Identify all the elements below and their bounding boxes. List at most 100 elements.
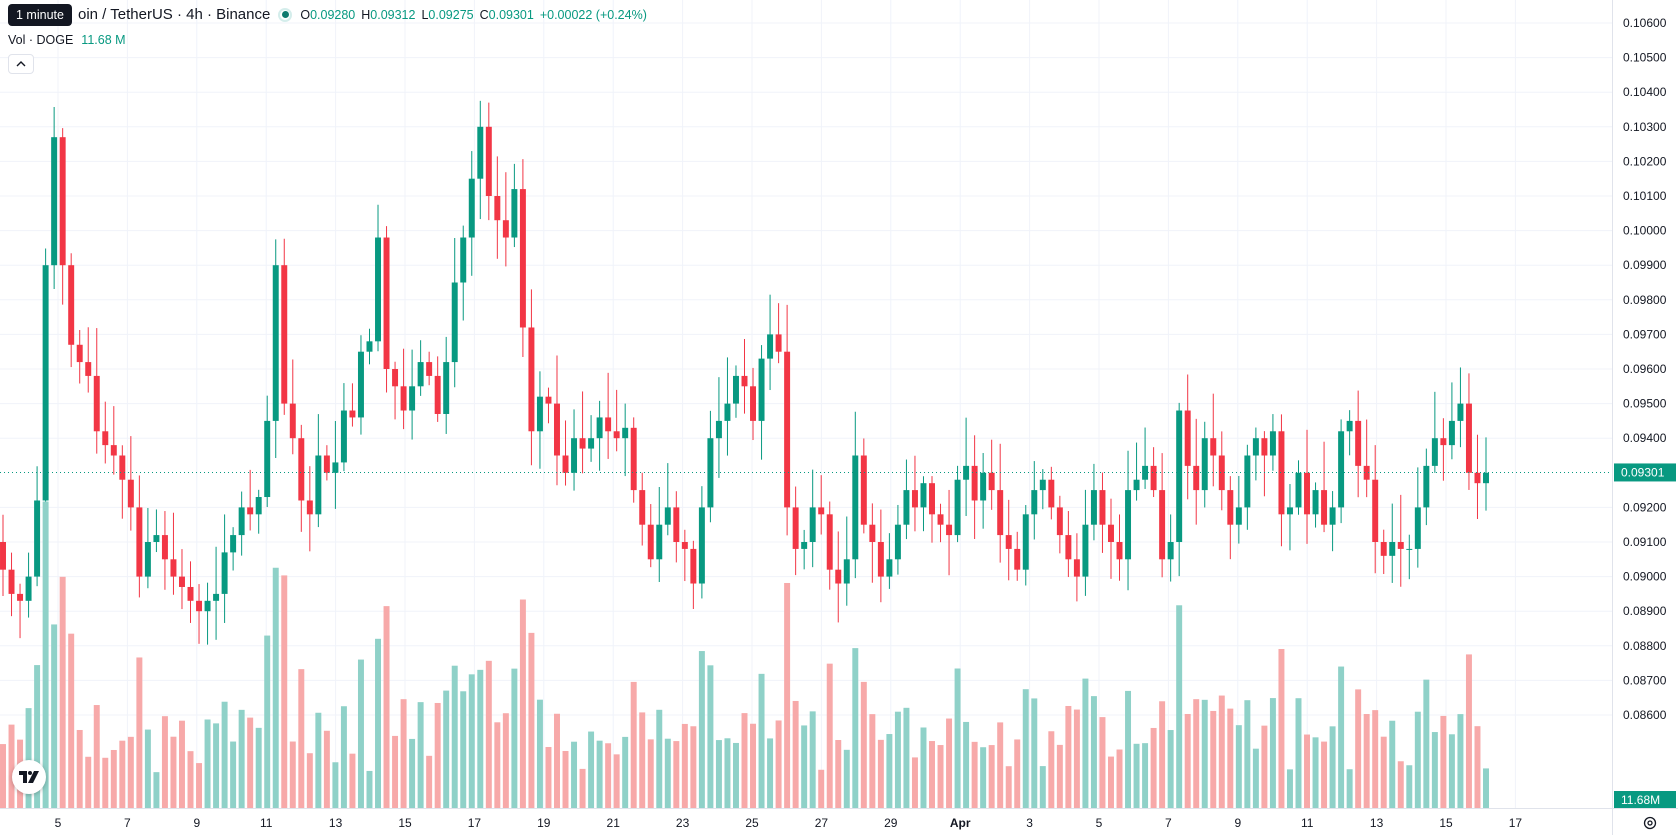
axis-settings[interactable] — [1612, 808, 1678, 835]
volume-bar — [1065, 705, 1072, 808]
candle-body — [1073, 559, 1080, 577]
volume-bar — [929, 741, 935, 808]
volume-bar — [1414, 711, 1421, 808]
candle-body — [102, 431, 109, 446]
time-tick-label: 13 — [1370, 816, 1384, 830]
volume-bar — [1159, 701, 1166, 808]
price-tick-label: 0.10600 — [1623, 16, 1667, 30]
symbol-title[interactable]: oin / TetherUS · 4h · Binance — [78, 6, 271, 23]
volume-bar — [963, 721, 970, 808]
price-tick-label: 0.09600 — [1623, 362, 1667, 376]
volume-bar — [1235, 725, 1242, 808]
candle-body — [392, 369, 399, 387]
volume-bar — [997, 722, 1004, 808]
volume-bar — [1082, 678, 1089, 808]
price-tick-label: 0.08800 — [1623, 639, 1667, 653]
candle-body — [136, 507, 143, 577]
volume-bar — [1227, 708, 1234, 808]
volume-bar — [485, 660, 492, 808]
volume-bar — [1210, 710, 1217, 808]
collapse-legend-button[interactable] — [8, 54, 34, 74]
candle-body — [1090, 490, 1097, 525]
price-tick-label: 0.10300 — [1623, 120, 1667, 134]
time-tick-label: 5 — [55, 816, 62, 830]
candle-body — [571, 438, 578, 473]
volume-bar — [1184, 713, 1191, 808]
volume-bar — [409, 738, 416, 808]
volume-bar — [826, 663, 833, 808]
volume-bar — [1431, 732, 1438, 808]
volume-bar — [1312, 737, 1319, 808]
candle-body — [264, 420, 271, 498]
candle-body — [460, 237, 467, 283]
candle-body — [238, 507, 245, 536]
candle-body — [860, 455, 867, 525]
candle-body — [664, 507, 671, 525]
volume-bar — [1483, 768, 1489, 808]
volume-legend[interactable]: Vol · DOGE 11.68 M — [8, 33, 126, 47]
volume-bar — [221, 701, 228, 808]
price-axis[interactable]: 0.10600 0.10500 0.10400 0.10300 0.10200 0.101… — [1612, 0, 1678, 808]
candle-body — [1312, 490, 1319, 515]
volume-bar — [127, 736, 134, 808]
volume-bar — [1022, 689, 1029, 808]
candle-body — [750, 386, 757, 421]
gear-icon[interactable] — [1642, 815, 1658, 831]
volume-bar — [911, 757, 918, 808]
tradingview-logo-icon[interactable] — [12, 760, 46, 794]
candle-body — [178, 576, 185, 587]
symbol-legend[interactable]: oin / TetherUS · 4h · Binance O0.09280 H… — [8, 6, 647, 23]
volume-bar — [656, 709, 663, 808]
candle-body — [1031, 490, 1038, 515]
volume-bar — [42, 501, 49, 808]
time-tick-label: 13 — [329, 816, 343, 830]
candle-body — [1346, 420, 1353, 432]
candle-body — [1278, 431, 1285, 515]
volume-bar — [59, 576, 66, 808]
price-tick-label: 0.09900 — [1623, 258, 1667, 272]
candle-body — [596, 417, 603, 439]
candle-body — [1372, 479, 1379, 542]
candle-body — [980, 472, 987, 501]
candle-body — [545, 396, 552, 404]
candle-body — [153, 535, 160, 542]
candle-body — [1261, 438, 1268, 456]
volume-bar — [230, 741, 237, 808]
candle-body — [954, 479, 961, 536]
volume-bar — [1295, 698, 1302, 808]
volume-bar — [647, 739, 654, 808]
candle-body — [85, 362, 92, 376]
candle-body — [51, 137, 58, 266]
volume-bar — [732, 742, 739, 808]
volume-bar — [750, 723, 757, 808]
time-tick-label: 5 — [1096, 816, 1103, 830]
candle-body — [869, 524, 876, 542]
candle-body — [528, 327, 535, 432]
volume-bar — [1193, 699, 1200, 808]
volume-bar — [698, 651, 705, 808]
candle-body — [196, 600, 203, 612]
low-value: 0.09275 — [428, 7, 474, 22]
chart-pane[interactable]: 1 minute oin / TetherUS · 4h · Binance O… — [0, 0, 1612, 808]
candlestick-chart[interactable] — [0, 0, 1612, 808]
volume-bar — [204, 719, 211, 808]
candle-body — [281, 265, 288, 404]
time-tick-label: 7 — [124, 816, 131, 830]
volume-bar — [392, 735, 399, 808]
candle-body — [1116, 542, 1123, 560]
time-tick-label: Apr — [950, 816, 971, 830]
volume-bar — [843, 749, 850, 808]
last-price-label: 0.09301 — [1621, 465, 1665, 479]
price-tick-label: 0.09500 — [1623, 397, 1667, 411]
volume-bar — [161, 716, 168, 808]
candle-body — [1423, 465, 1430, 508]
candle-body — [1218, 455, 1225, 491]
candle-body — [1005, 535, 1012, 549]
volume-bar — [809, 711, 816, 808]
time-tick-label: 27 — [815, 816, 829, 830]
open-value: 0.09280 — [310, 7, 356, 22]
volume-bar — [792, 700, 799, 808]
high-value: 0.09312 — [370, 7, 416, 22]
time-axis[interactable]: 5 7 9 11 13 15 17 19 21 23 25 27 29 Apr 3 5 7 9 11 13 15 17 — [0, 808, 1612, 835]
volume-bar — [25, 708, 32, 808]
